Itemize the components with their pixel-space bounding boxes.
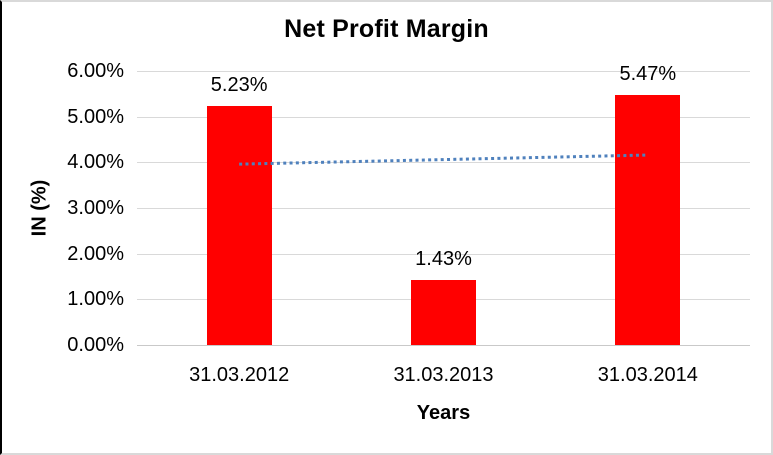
y-tick-label: 0.00%	[67, 334, 124, 356]
y-tick-label: 3.00%	[67, 197, 124, 219]
x-tick-label: 31.03.2012	[189, 364, 290, 386]
gridline	[137, 162, 750, 164]
gridline	[137, 71, 750, 72]
bar	[615, 95, 681, 345]
bar-value-label: 5.23%	[210, 74, 268, 97]
trendline	[239, 153, 648, 166]
gridline	[137, 253, 750, 255]
x-tick-label: 31.03.2014	[597, 364, 698, 386]
bar-value-label: 1.43%	[415, 247, 472, 270]
y-tick-label: 2.00%	[67, 242, 124, 265]
y-tick-label: 5.00%	[67, 105, 124, 128]
bar	[206, 106, 272, 345]
plot-area: 5.23% 1.43% 5.47%	[137, 63, 750, 346]
bar	[411, 279, 476, 345]
y-tick-label: 6.00%	[67, 60, 124, 82]
x-tick-label: 31.03.2013	[393, 364, 494, 386]
x-axis-title: Years	[416, 402, 471, 424]
chart-title: Net Profit Margin	[284, 15, 489, 43]
bar-value-label: 5.47%	[619, 63, 677, 86]
gridline	[137, 116, 750, 118]
gridline	[137, 208, 750, 209]
y-tick-label: 1.00%	[67, 288, 124, 311]
y-tick-label: 4.00%	[67, 151, 124, 174]
